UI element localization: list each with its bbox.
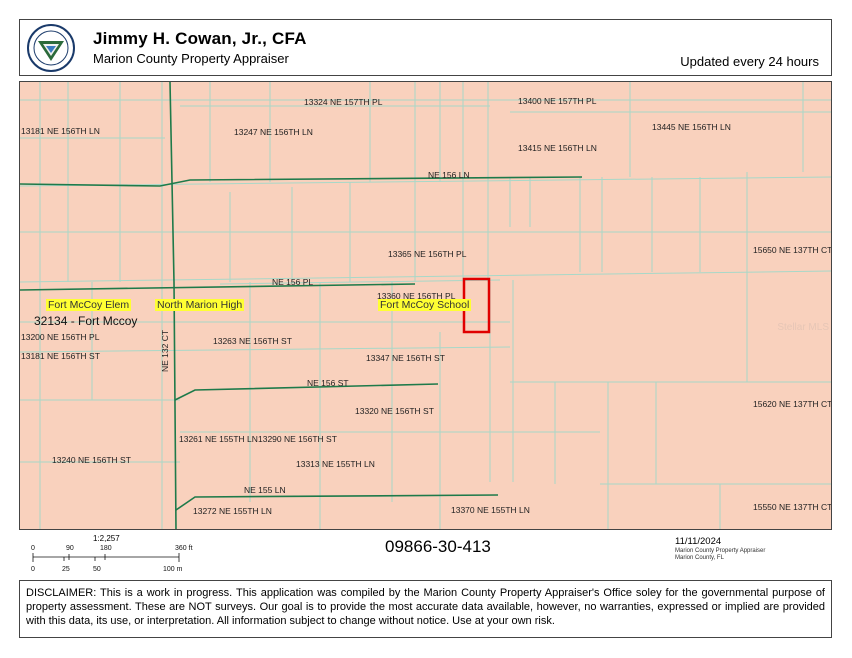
address-label: 13200 NE 156TH PL bbox=[21, 332, 100, 342]
poi-fort-mccoy-school[interactable]: Fort McCoy School bbox=[378, 299, 472, 311]
road-label: NE 156 PL bbox=[272, 277, 313, 287]
map-credit-location: Marion County, FL bbox=[675, 555, 724, 561]
road-ne-156-ln bbox=[20, 176, 583, 187]
road-ne-156-st bbox=[174, 383, 439, 401]
scale-ratio: 1:2,257 bbox=[93, 534, 120, 543]
office-name: Marion County Property Appraiser bbox=[93, 51, 289, 66]
address-label: 13445 NE 156TH LN bbox=[652, 122, 731, 132]
address-label: 15620 NE 137TH CT bbox=[753, 399, 832, 409]
address-label: 13320 NE 156TH ST bbox=[355, 406, 434, 416]
address-label: 13247 NE 156TH LN bbox=[234, 127, 313, 137]
update-notice: Updated every 24 hours bbox=[680, 54, 819, 69]
road-labels: NE 156 LN NE 156 PL NE 156 ST NE 155 LN … bbox=[160, 170, 470, 495]
address-label: 13272 NE 155TH LN bbox=[193, 506, 272, 516]
parcel-id: 09866-30-413 bbox=[385, 537, 491, 556]
address-label: 13181 NE 156TH ST bbox=[21, 351, 100, 361]
address-label: 13290 NE 156TH ST bbox=[258, 434, 337, 444]
print-date: 11/11/2024 bbox=[675, 536, 722, 547]
road-label: NE 155 LN bbox=[244, 485, 286, 495]
appraiser-name: Jimmy H. Cowan, Jr., CFA bbox=[93, 29, 307, 48]
address-label: 13365 NE 156TH PL bbox=[388, 249, 467, 259]
scale-tick-label: 90 bbox=[66, 545, 74, 552]
address-label: 13360 NE 156TH PL bbox=[377, 291, 456, 301]
address-label: 13415 NE 156TH LN bbox=[518, 143, 597, 153]
scale-tick-label: 25 bbox=[62, 566, 70, 573]
scale-bar: 0 90 180 360 ft 0 25 50 100 m bbox=[31, 545, 193, 573]
address-label: 13347 NE 156TH ST bbox=[366, 353, 445, 363]
address-label: 13181 NE 156TH LN bbox=[21, 126, 100, 136]
address-label: 13240 NE 156TH ST bbox=[52, 455, 131, 465]
road-label: NE 156 ST bbox=[307, 378, 349, 388]
address-label: 15550 NE 137TH CT bbox=[753, 502, 832, 512]
address-label: 13263 NE 156TH ST bbox=[213, 336, 292, 346]
parcel-map[interactable]: 13324 NE 157TH PL 13400 NE 157TH PL 1318… bbox=[19, 81, 832, 530]
road-ne-155-ln bbox=[175, 494, 499, 511]
road-lines bbox=[20, 82, 583, 529]
address-label: 13324 NE 157TH PL bbox=[304, 97, 383, 107]
zip-code-label: 32134 - Fort Mccoy bbox=[34, 314, 138, 328]
scale-tick-label: 100 m bbox=[163, 566, 183, 573]
poi-fort-mccoy-elem[interactable]: Fort McCoy Elem bbox=[46, 299, 132, 311]
map-credit: Marion County Property Appraiser bbox=[675, 548, 766, 554]
poi-north-marion-high[interactable]: North Marion High bbox=[155, 299, 245, 311]
scale-tick-label: 50 bbox=[93, 566, 101, 573]
road-ne-132-ct bbox=[169, 82, 177, 529]
address-label: 13400 NE 157TH PL bbox=[518, 96, 597, 106]
address-label: 15650 NE 137TH CT bbox=[753, 245, 832, 255]
address-labels: 13324 NE 157TH PL 13400 NE 157TH PL 1318… bbox=[21, 96, 832, 516]
mls-watermark: Stellar MLS bbox=[777, 322, 829, 333]
parcel-lines bbox=[20, 82, 831, 529]
map-footer: 1:2,257 0 90 180 360 ft 0 25 50 100 m 09… bbox=[19, 533, 832, 577]
address-label: 13261 NE 155TH LN bbox=[179, 434, 258, 444]
appraiser-seal-icon bbox=[27, 24, 75, 72]
road-label: NE 132 CT bbox=[160, 330, 170, 372]
header-panel: Jimmy H. Cowan, Jr., CFA Marion County P… bbox=[19, 19, 832, 76]
scale-tick-label: 360 ft bbox=[175, 545, 193, 552]
disclaimer-text: DISCLAIMER: This is a work in progress. … bbox=[19, 580, 832, 638]
parcel-map-canvas: 13324 NE 157TH PL 13400 NE 157TH PL 1318… bbox=[20, 82, 832, 529]
road-label: NE 156 LN bbox=[428, 170, 470, 180]
scale-tick-label: 0 bbox=[31, 566, 35, 573]
address-label: 13313 NE 155TH LN bbox=[296, 459, 375, 469]
road-ne-156-pl bbox=[20, 283, 416, 291]
address-label: 13370 NE 155TH LN bbox=[451, 505, 530, 515]
scale-tick-label: 0 bbox=[31, 545, 35, 552]
scale-tick-label: 180 bbox=[100, 545, 112, 552]
